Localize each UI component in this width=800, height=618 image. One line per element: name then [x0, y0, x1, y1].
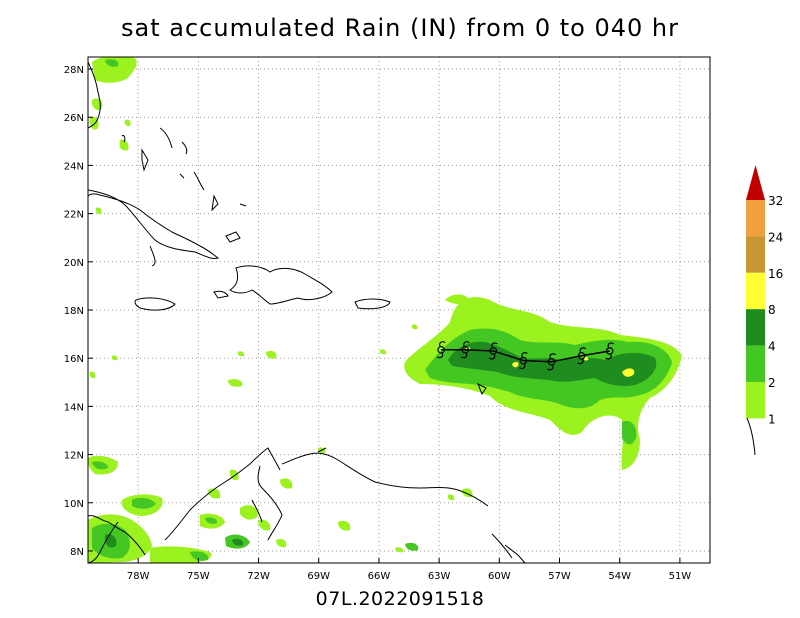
colorbar-swatch [746, 345, 765, 382]
coastlines [88, 61, 526, 563]
lon-label: 69W [307, 571, 330, 582]
lon-label: 51W [669, 571, 692, 582]
tropical-storm-symbol [436, 341, 446, 359]
lon-label: 54W [608, 571, 631, 582]
lat-label: 10N [64, 499, 84, 510]
lat-label: 24N [64, 161, 84, 172]
colorbar-swatch [746, 236, 765, 273]
lon-label: 78W [127, 571, 150, 582]
map-grid [88, 57, 710, 563]
colorbar: 32 24 16 8 4 2 1 [746, 165, 783, 456]
plot-area [88, 57, 710, 563]
tropical-storm-symbol [547, 353, 556, 371]
colorbar-label: 2 [768, 376, 776, 390]
lon-label: 63W [428, 571, 451, 582]
rain-shading [88, 57, 682, 563]
tropical-storm-symbol [605, 342, 615, 360]
lon-label: 57W [548, 571, 571, 582]
colorbar-label: 1 [768, 412, 776, 426]
colorbar-top-arrow [746, 165, 765, 200]
lat-label: 8N [70, 547, 84, 558]
lat-label: 28N [64, 65, 84, 76]
storm-track [436, 341, 615, 371]
colorbar-swatch [746, 309, 765, 346]
storm-track-line [441, 349, 610, 363]
colorbar-swatch [746, 200, 765, 237]
lat-label: 18N [64, 306, 84, 317]
colorbar-label: 4 [768, 340, 776, 354]
lon-label: 60W [488, 571, 511, 582]
colorbar-swatch [746, 272, 765, 310]
colorbar-label: 32 [768, 194, 783, 208]
longitude-labels: 78W 75W 72W 69W 66W 63W 60W 57W 54W 51W [127, 558, 691, 582]
latitude-labels: 28N 26N 24N 22N 20N 18N 16N 14N 12N 10N 8N [64, 65, 93, 558]
colorbar-label: 24 [768, 230, 783, 244]
lat-label: 14N [64, 402, 84, 413]
lat-label: 22N [64, 210, 84, 221]
lat-label: 26N [64, 113, 84, 124]
tropical-storm-symbol [488, 342, 498, 360]
tropical-storm-symbol [577, 347, 587, 365]
run-label: 07L.2022091518 [315, 588, 485, 610]
lat-label: 16N [64, 354, 84, 365]
chart-title: sat accumulated Rain (IN) from 0 to 040 … [121, 14, 679, 42]
lon-label: 66W [368, 571, 391, 582]
tropical-storm-symbol [518, 352, 528, 370]
colorbar-bottom-tail [746, 417, 756, 456]
lon-label: 75W [187, 571, 210, 582]
colorbar-label: 8 [768, 303, 776, 317]
lat-label: 20N [64, 258, 84, 269]
lat-label: 12N [64, 451, 84, 462]
lon-label: 72W [247, 571, 270, 582]
colorbar-swatch [746, 382, 765, 419]
tropical-storm-symbol [460, 341, 470, 359]
colorbar-label: 16 [768, 267, 783, 281]
